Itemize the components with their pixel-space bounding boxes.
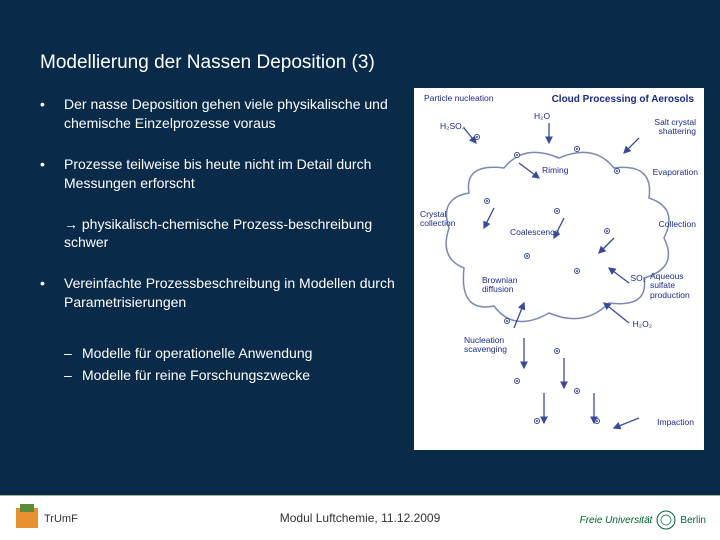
bullet-marker: • [40, 155, 64, 193]
bullet-marker: • [40, 95, 64, 133]
footer: TrUmF Modul Luftchemie, 11.12.2009 Freie… [0, 496, 720, 540]
arrow-text: physikalisch-chemische Prozess-beschreib… [64, 216, 372, 251]
bullet-item: • Prozesse teilweise bis heute nicht im … [40, 155, 410, 193]
bullet-item: • Der nasse Deposition gehen viele physi… [40, 95, 410, 133]
bullet-item: • Vereinfachte Prozessbeschreibung in Mo… [40, 274, 410, 312]
bullet-text: Der nasse Deposition gehen viele physika… [64, 95, 410, 133]
sub-bullet-item: – Modelle für operationelle Anwendung [40, 344, 410, 363]
arrow-conclusion: → physikalisch-chemische Prozess-beschre… [40, 215, 410, 253]
seal-icon [656, 510, 676, 530]
cloud-diagram: Cloud Processing of Aerosols Particle nu… [414, 88, 704, 450]
bullet-marker: • [40, 274, 64, 312]
bullet-text: Prozesse teilweise bis heute nicht im De… [64, 155, 410, 193]
sub-bullet-item: – Modelle für reine Forschungszwecke [40, 366, 410, 385]
sub-bullet-text: Modelle für operationelle Anwendung [82, 344, 312, 363]
logo-right-text: Freie Universität [580, 515, 653, 526]
svg-text:TrUmF: TrUmF [44, 513, 78, 525]
arrow-icon: → [64, 216, 78, 232]
slide: Modellierung der Nassen Deposition (3) •… [0, 0, 720, 540]
content-area: • Der nasse Deposition gehen viele physi… [40, 95, 410, 388]
diagram-arrows [414, 88, 704, 450]
slide-title: Modellierung der Nassen Deposition (3) [40, 52, 375, 74]
sub-marker: – [64, 366, 82, 385]
fu-berlin-logo: Freie Universität Berlin [580, 510, 706, 530]
sub-bullet-text: Modelle für reine Forschungszwecke [82, 366, 310, 385]
logo-right-city: Berlin [680, 515, 706, 526]
sub-marker: – [64, 344, 82, 363]
bullet-text: Vereinfachte Prozessbeschreibung in Mode… [64, 274, 410, 312]
trumf-logo: TrUmF [14, 502, 82, 534]
footer-text: Modul Luftchemie, 11.12.2009 [280, 511, 441, 525]
